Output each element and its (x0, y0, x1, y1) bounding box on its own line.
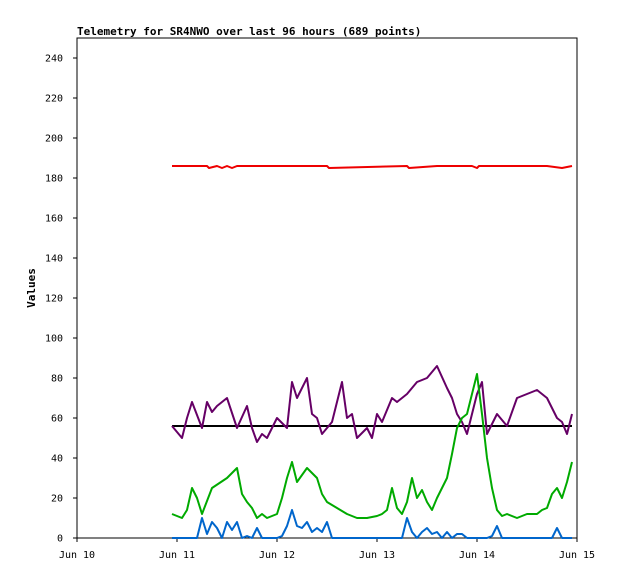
series-line-0 (172, 165, 573, 169)
y-tick-label: 20 (51, 494, 63, 505)
x-tick-label: Jun 13 (359, 550, 395, 561)
plot-frame (76, 37, 578, 539)
x-axis-ticks: Jun 10 Jun 11 Jun 12 Jun 13 Jun 14 Jun 15 (59, 538, 595, 561)
y-axis-label: Values (25, 268, 38, 308)
x-tick-label: Jun 12 (259, 550, 295, 561)
y-tick-label: 100 (45, 334, 63, 345)
y-tick-label: 80 (51, 374, 63, 385)
y-tick-label: 0 (57, 534, 63, 545)
x-tick-label: Jun 15 (559, 550, 595, 561)
series-line-3 (171, 373, 573, 519)
y-tick-label: 240 (45, 54, 63, 65)
y-tick-label: 140 (45, 254, 63, 265)
x-tick-label: Jun 10 (59, 550, 95, 561)
y-tick-label: 120 (45, 294, 63, 305)
y-tick-label: 220 (45, 94, 63, 105)
y-tick-label: 160 (45, 214, 63, 225)
y-axis-label-group: Values (25, 268, 38, 308)
x-tick-label: Jun 14 (459, 550, 495, 561)
series-line-4 (172, 509, 572, 539)
y-tick-label: 180 (45, 174, 63, 185)
y-tick-label: 40 (51, 454, 63, 465)
series-group (171, 165, 573, 539)
y-tick-label: 60 (51, 414, 63, 425)
y-tick-label: 200 (45, 134, 63, 145)
y-axis-ticks: 0 20 40 60 80 100 120 140 160 180 200 220 240 (45, 54, 77, 545)
series-line-2 (171, 365, 573, 443)
x-tick-label: Jun 11 (159, 550, 195, 561)
chart-title: Telemetry for SR4NWO over last 96 hours … (77, 25, 421, 38)
